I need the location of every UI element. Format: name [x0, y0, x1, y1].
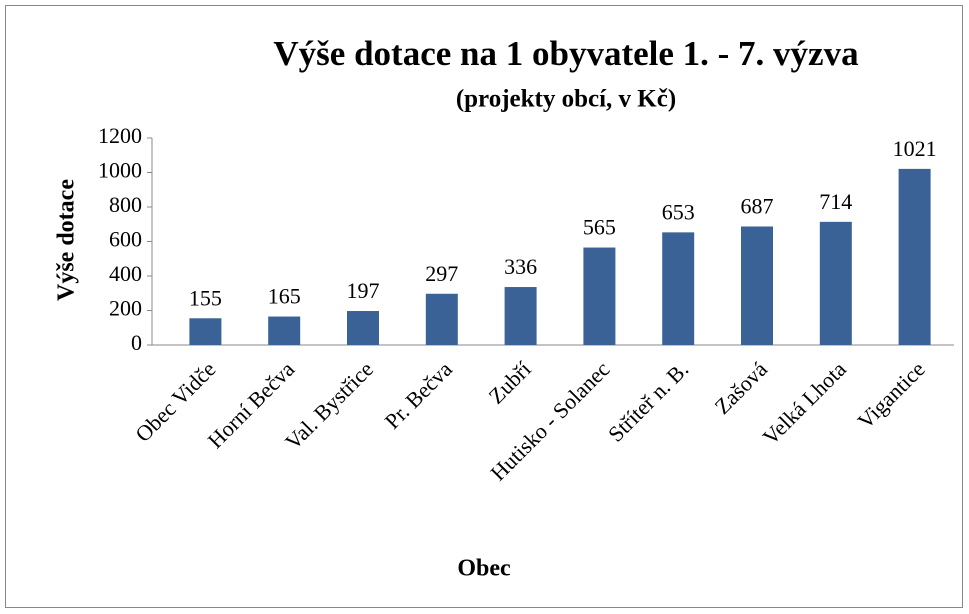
y-tick-label: 0	[131, 330, 142, 355]
y-tick-label: 1000	[98, 158, 142, 183]
chart-subtitle: (projekty obcí, v Kč)	[456, 86, 676, 113]
y-axis-title: Výše dotace	[54, 179, 80, 301]
chart-title: Výše dotace na 1 obyvatele 1. - 7. výzva	[273, 34, 858, 73]
chart-border	[5, 5, 963, 608]
bar	[662, 232, 695, 345]
y-tick-label: 200	[109, 296, 142, 321]
y-tick-label: 400	[109, 261, 142, 286]
y-tick-label: 800	[109, 192, 142, 217]
bar	[347, 311, 379, 345]
y-tick-label: 1200	[98, 123, 142, 148]
value-label: 155	[189, 285, 222, 310]
value-label: 687	[741, 194, 774, 219]
value-label: 653	[662, 199, 695, 224]
bar	[268, 316, 301, 345]
value-label: 1021	[893, 136, 937, 161]
bar	[583, 247, 616, 345]
value-label: 714	[819, 189, 852, 214]
x-axis-title: Obec	[457, 556, 511, 582]
bar	[898, 168, 931, 345]
value-label: 565	[583, 215, 616, 240]
bar	[819, 221, 852, 345]
bar	[504, 287, 537, 345]
value-label: 336	[504, 254, 537, 279]
y-tick-label: 600	[109, 227, 142, 252]
bar	[741, 226, 773, 345]
value-label: 197	[347, 278, 380, 303]
value-label: 165	[268, 284, 301, 309]
bar	[425, 293, 458, 345]
bar	[189, 318, 222, 345]
value-label: 297	[425, 261, 458, 286]
